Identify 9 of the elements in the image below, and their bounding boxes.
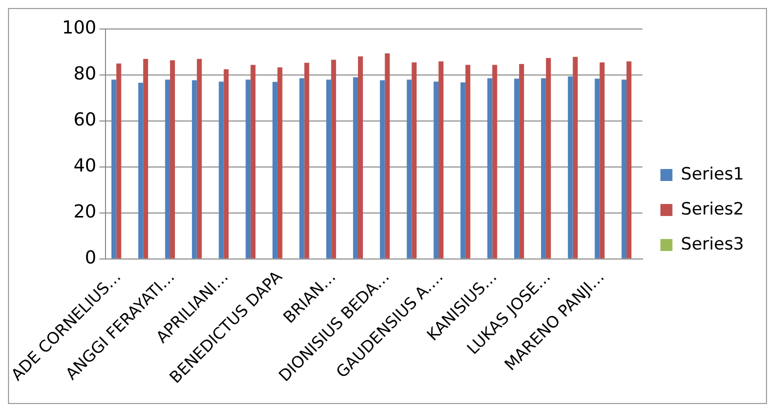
legend-label: Series1	[680, 164, 744, 184]
y-tick-label: 100	[62, 18, 96, 39]
legend-label: Series2	[680, 199, 744, 220]
y-tick-label: 80	[73, 64, 96, 85]
y-tick-label: 40	[73, 156, 96, 177]
y-tick-label: 60	[73, 110, 96, 131]
y-tick-label: 20	[73, 202, 96, 223]
legend-label: Series3	[680, 234, 744, 254]
y-tick-label: 0	[84, 248, 96, 269]
